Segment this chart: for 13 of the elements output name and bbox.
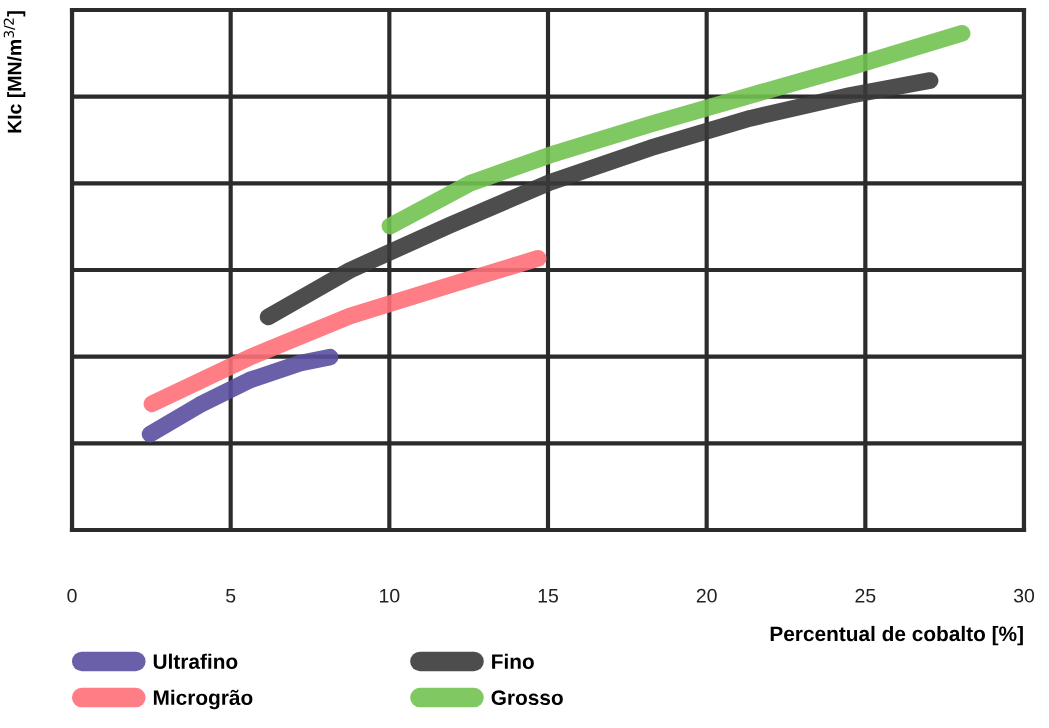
- x-axis-title: Percentual de cobalto [%]: [770, 625, 1023, 646]
- legend-label: Ultrafino: [153, 653, 238, 669]
- x-tick-label: 10: [380, 588, 400, 603]
- x-tick-label: 5: [226, 589, 236, 603]
- x-tick-label: 20: [696, 588, 717, 603]
- x-tick-label: 25: [855, 588, 876, 603]
- legend-label: Microgrão: [153, 689, 253, 710]
- x-tick-label: 0: [67, 588, 77, 603]
- legend-label: Fino: [492, 653, 534, 669]
- y-axis-title: KIc [MN/m$^{3/2}$]: [3, 11, 26, 133]
- x-tick-label: 15: [538, 589, 558, 603]
- x-tick-label: 30: [1013, 588, 1035, 603]
- legend-label: Grosso: [491, 690, 563, 706]
